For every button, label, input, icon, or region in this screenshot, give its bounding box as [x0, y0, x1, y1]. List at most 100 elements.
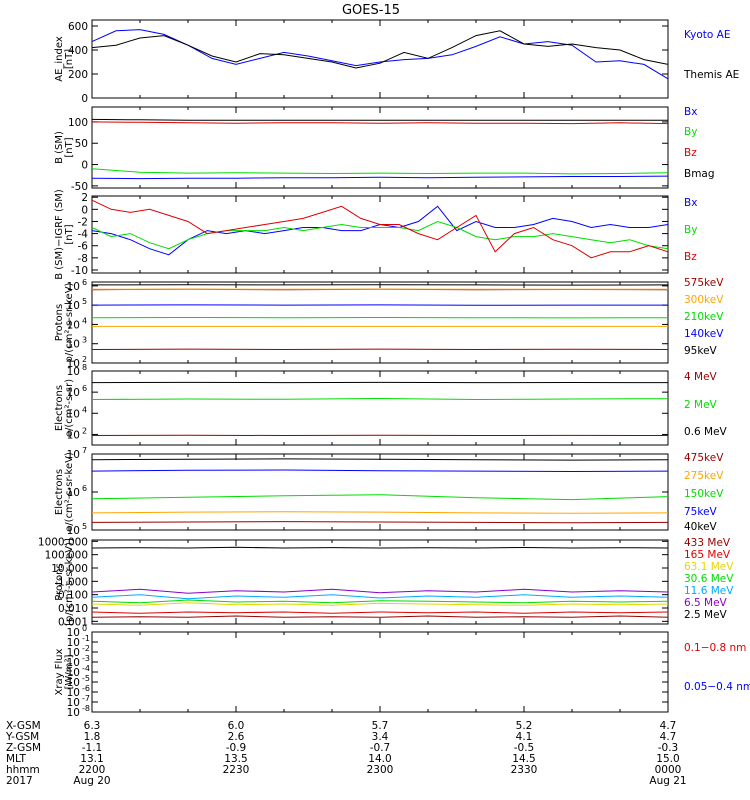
- legend-entry: 75keV: [684, 506, 718, 518]
- panel-frame: [91, 453, 669, 531]
- series-line-11-6-mev: [91, 594, 669, 600]
- series-line-63-1-mev: [91, 602, 669, 606]
- y-tick-label: 10.000: [51, 563, 88, 575]
- series-line-bz: [91, 199, 669, 259]
- legend-entry: 2 MeV: [684, 399, 718, 411]
- y-tick-label: -8: [78, 253, 88, 265]
- series-line-30-6-mev: [91, 599, 669, 604]
- y-tick-label: 50: [75, 138, 88, 150]
- legend-entry: 165 MeV: [684, 549, 731, 561]
- x-axis-value: 4.7: [660, 731, 677, 743]
- y-tick-label: 600: [68, 21, 88, 33]
- y-axis-label: B (SM): [54, 131, 65, 164]
- y-axis-label: e/(cm²-s-sr): [64, 379, 75, 437]
- x-axis-value: 6.0: [228, 720, 245, 732]
- y-tick-label: 0.001: [58, 616, 88, 628]
- legend-entry: 300keV: [684, 294, 724, 306]
- x-axis-value: 5.2: [516, 720, 533, 732]
- x-axis-row-name: X-GSM: [6, 720, 41, 732]
- x-axis-value: Aug 21: [649, 775, 686, 787]
- series-line-433-mev: [91, 615, 669, 618]
- series-line-275kev: [91, 511, 669, 514]
- series-line-themis-ae: [91, 30, 669, 69]
- series-line-75kev: [91, 469, 669, 473]
- legend-entry: 0.1−0.8 nm: [684, 642, 746, 654]
- legend-entry: Bmag: [684, 168, 715, 180]
- y-tick-label: -2: [78, 216, 88, 228]
- series-line-bx: [91, 205, 669, 256]
- series-line-2-5-mev: [91, 546, 669, 549]
- y-tick-label: 10 8: [67, 363, 87, 378]
- x-axis-value: 2330: [511, 764, 538, 776]
- panel-frame: [91, 281, 669, 364]
- chart-title: GOES-15: [342, 3, 400, 18]
- legend-entry: 95keV: [684, 345, 718, 357]
- y-tick-label: -50: [71, 181, 88, 193]
- legend-entry: 433 MeV: [684, 537, 731, 549]
- panel-frame: [91, 19, 669, 99]
- legend-entry: Bx: [684, 106, 697, 118]
- y-axis-label: e/(cm²-s-sr-keV): [64, 452, 75, 532]
- x-axis-row-name: Z-GSM: [6, 742, 41, 754]
- y-axis-label: [W/m²]: [64, 654, 75, 689]
- x-axis-row-name: 2017: [6, 775, 33, 787]
- legend-entry: 40keV: [684, 521, 718, 533]
- legend-entry: 275keV: [684, 470, 724, 482]
- legend-entry: 0.6 MeV: [684, 426, 728, 438]
- series-line-475kev: [91, 521, 669, 524]
- series-line-bx: [91, 175, 669, 180]
- y-tick-label: -6: [78, 241, 89, 253]
- x-axis-value: -1.1: [82, 742, 103, 754]
- x-axis-value: 13.1: [80, 753, 103, 765]
- x-axis-value: -0.7: [370, 742, 391, 754]
- x-axis-value: 2230: [223, 764, 250, 776]
- legend-entry: Themis AE: [683, 69, 739, 81]
- x-axis-value: 13.5: [224, 753, 247, 765]
- y-axis-label: [nT]: [64, 49, 75, 69]
- legend-entry: 150keV: [684, 488, 724, 500]
- x-axis-row-name: hhmm: [6, 764, 40, 776]
- legend-entry: Kyoto AE: [684, 29, 730, 41]
- y-tick-label: 100.000: [45, 550, 88, 562]
- y-axis-label: Electrons: [54, 385, 65, 431]
- series-line-bz: [91, 121, 669, 125]
- x-axis-value: 0000: [655, 764, 682, 776]
- x-axis-value: 1.8: [84, 731, 101, 743]
- panel-frame: [91, 631, 669, 713]
- x-axis-value: 2.6: [228, 731, 245, 743]
- legend-entry: 575keV: [684, 277, 724, 289]
- y-tick-label: 1000.000: [38, 536, 88, 548]
- series-line-165-mev: [91, 611, 669, 614]
- y-axis-label: [nT]: [64, 137, 75, 157]
- legend-entry: 11.6 MeV: [684, 585, 734, 597]
- legend-entry: 475keV: [684, 452, 724, 464]
- x-axis-value: 5.7: [372, 720, 389, 732]
- x-axis-value: Aug 20: [73, 775, 110, 787]
- y-tick-label: 0: [81, 204, 88, 216]
- legend-entry: By: [684, 224, 697, 236]
- series-line-2-mev: [91, 397, 669, 401]
- y-tick-label: -4: [78, 229, 89, 241]
- legend-entry: 210keV: [684, 311, 724, 323]
- y-tick-label: -10: [71, 265, 88, 277]
- panel-xray: 10-810-710-610-510-410-310-210-110 0Xray …: [54, 624, 750, 719]
- y-axis-label: Xray Flux: [54, 648, 65, 695]
- x-axis-value: 4.7: [660, 720, 677, 732]
- x-axis-value: 4.1: [516, 731, 533, 743]
- series-line-150kev: [91, 494, 669, 501]
- panel-frame: [91, 195, 669, 274]
- y-tick-label: 0: [81, 93, 88, 105]
- y-axis-label: B (SM)−IGRF (SM): [54, 189, 65, 280]
- legend-entry: 4 MeV: [684, 371, 718, 383]
- y-axis-label: Protons: [54, 563, 65, 600]
- y-axis-label: AE_index: [54, 36, 65, 82]
- y-axis-label: Electrons: [54, 469, 65, 515]
- y-axis-label: p/(cm²-s-sr-keV): [64, 282, 75, 362]
- x-axis-value: -0.5: [514, 742, 535, 754]
